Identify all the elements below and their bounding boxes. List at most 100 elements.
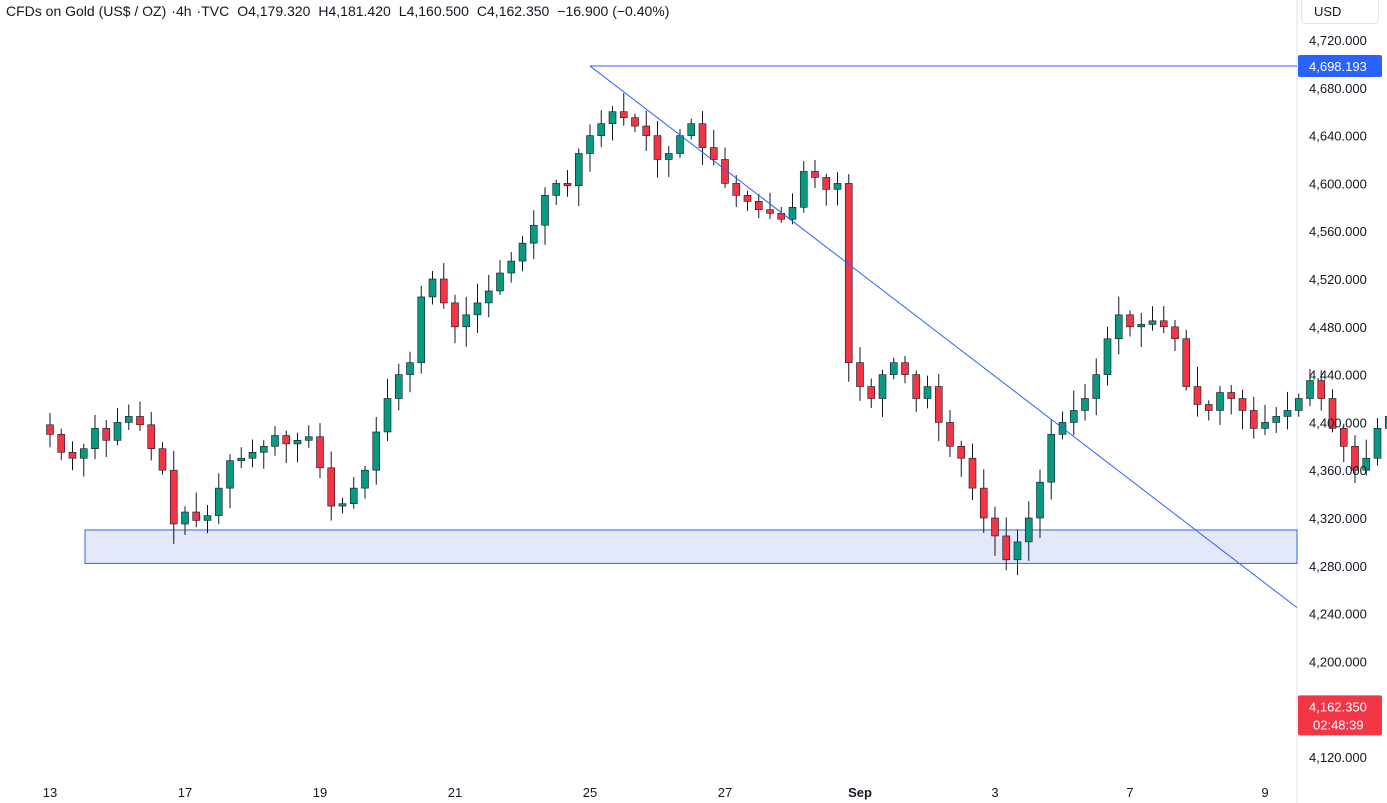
candle-body	[124, 416, 133, 423]
open-label: O	[237, 3, 249, 19]
candle-body	[912, 374, 921, 399]
candle-body	[1216, 392, 1224, 411]
y-tick-label: 4,560.000	[1309, 224, 1367, 239]
candle-body	[1306, 380, 1314, 399]
candle-body	[327, 467, 336, 507]
candle-body	[1002, 535, 1011, 561]
candle-body	[1103, 338, 1112, 375]
y-tick-label: 4,600.000	[1309, 176, 1367, 191]
candles	[46, 93, 1387, 576]
bar-countdown: 02:48:39	[1313, 717, 1364, 732]
candle-body	[293, 440, 302, 445]
candle-body	[1328, 398, 1337, 429]
low-label: L	[398, 3, 407, 19]
x-tick-label: 19	[313, 785, 327, 800]
candle-body	[799, 171, 808, 208]
candle-body	[237, 457, 246, 461]
candle-body	[1047, 434, 1056, 483]
y-tick-label: 4,400.000	[1309, 415, 1367, 430]
x-tick-label: 7	[1126, 785, 1133, 800]
y-tick-label: 4,120.000	[1309, 750, 1367, 765]
candle-body	[147, 424, 156, 449]
candle-body	[181, 511, 189, 525]
candle-body	[552, 183, 561, 196]
candle-body	[1036, 481, 1044, 519]
candle-body	[766, 209, 774, 214]
candle-body	[676, 135, 684, 154]
candle-body	[226, 460, 234, 489]
candle-body	[642, 125, 651, 136]
exchange: TVC	[201, 3, 230, 19]
y-tick-label: 4,520.000	[1309, 272, 1367, 287]
candle-body	[788, 207, 797, 220]
candle-body	[934, 386, 943, 423]
interval: 4h	[175, 3, 192, 19]
candle-body	[1148, 320, 1157, 325]
y-tick-label: 4,280.000	[1309, 559, 1367, 574]
candle-body	[451, 302, 459, 328]
candle-body	[563, 183, 572, 187]
x-tick-label: 13	[43, 785, 57, 800]
separator: ·	[196, 3, 202, 19]
currency-button[interactable]: USD	[1301, 0, 1379, 24]
candle-body	[282, 435, 291, 445]
last-price-tag: 4,162.350 02:48:39	[1298, 695, 1382, 736]
candle-body	[169, 469, 178, 525]
candle-body	[1114, 314, 1123, 340]
candle-body	[304, 436, 313, 441]
candle-body	[361, 469, 369, 489]
candle-body	[1126, 314, 1134, 328]
candle-body	[574, 153, 583, 187]
candle-body	[867, 386, 876, 399]
candle-body	[136, 416, 144, 426]
separator: ·	[171, 3, 176, 19]
candle-body	[417, 296, 426, 363]
candle-body	[1024, 517, 1033, 543]
candle-body	[439, 278, 448, 304]
candle-body	[1351, 445, 1359, 471]
candle-body	[721, 159, 729, 184]
candle-body	[968, 457, 977, 489]
x-tick-label: 3	[991, 785, 998, 800]
candle-body	[957, 445, 966, 459]
trendline[interactable]	[589, 65, 1298, 609]
candle-body	[214, 487, 223, 516]
candle-body	[484, 290, 493, 304]
y-tick-label: 4,240.000	[1309, 607, 1367, 622]
candle-body	[68, 451, 77, 459]
candle-body	[529, 224, 538, 244]
candle-body	[496, 272, 504, 292]
candle-body	[923, 386, 932, 399]
candle-body	[507, 260, 516, 274]
candle-body	[1362, 457, 1371, 471]
candle-body	[664, 153, 673, 160]
candle-body	[1238, 398, 1247, 411]
candle-body	[811, 171, 819, 178]
support-zone[interactable]	[84, 529, 1298, 564]
high-price-tag: 4,698.193	[1298, 55, 1382, 78]
chart-legend: CFDs on Gold (US$ / OZ) · 4h · TVC O 4,17…	[6, 3, 669, 19]
candle-body	[383, 398, 392, 433]
candle-body	[1227, 392, 1236, 399]
candle-body	[901, 362, 909, 375]
candle-body	[158, 448, 167, 471]
candle-body	[1272, 416, 1281, 423]
candle-body	[844, 183, 853, 363]
candle-body	[991, 517, 999, 537]
candle-body	[91, 428, 99, 449]
candle-body	[1339, 428, 1348, 447]
y-tick-label: 4,640.000	[1309, 129, 1367, 144]
candle-body	[462, 314, 471, 328]
candle-body	[889, 362, 898, 375]
high-price-label: 4,698.193	[1309, 59, 1367, 74]
candle-body	[833, 183, 842, 190]
candle-body	[79, 448, 88, 459]
candle-body	[394, 374, 403, 399]
y-tick-label: 4,480.000	[1309, 320, 1367, 335]
close-label: C	[476, 3, 488, 19]
change-value: −16.900 (−0.40%)	[557, 3, 670, 19]
candle-body	[1092, 374, 1101, 399]
candle-body	[608, 111, 617, 124]
x-tick-label: 25	[583, 785, 597, 800]
